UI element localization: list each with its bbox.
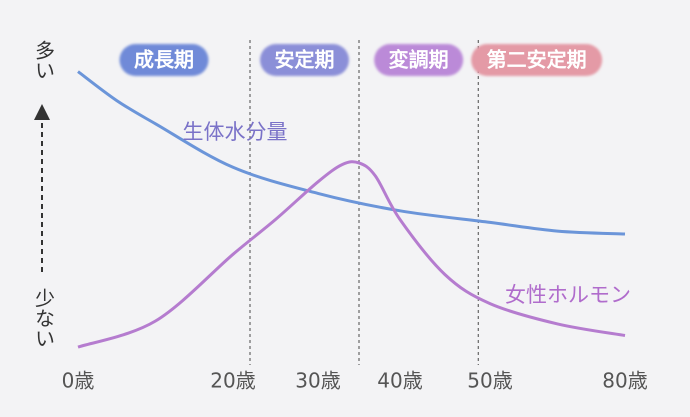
- y-high-label: 多い: [32, 40, 56, 80]
- x-tick-label: 50歳: [467, 369, 512, 393]
- x-tick-label: 30歳: [295, 369, 340, 393]
- x-tick-label: 40歳: [377, 369, 422, 393]
- phase-pill: [260, 44, 349, 76]
- line: [77, 160, 626, 349]
- phase-label: 第二安定期: [487, 48, 587, 72]
- phase-label: 変調期: [389, 48, 449, 72]
- series-label: 女性ホルモン: [505, 283, 631, 307]
- phase-label: 成長期: [134, 48, 194, 72]
- x-tick-label: 80歳: [602, 369, 647, 393]
- x-tick-label: 0歳: [62, 369, 95, 393]
- phase-pill: [374, 44, 464, 76]
- line: [77, 70, 626, 236]
- phase-pill: [471, 44, 603, 76]
- phase-pill: [119, 44, 209, 76]
- phase-label: 安定期: [275, 48, 335, 72]
- y-low-label: 少ない: [32, 288, 56, 348]
- series-label: 生体水分量: [183, 120, 288, 144]
- x-tick-label: 20歳: [210, 369, 255, 393]
